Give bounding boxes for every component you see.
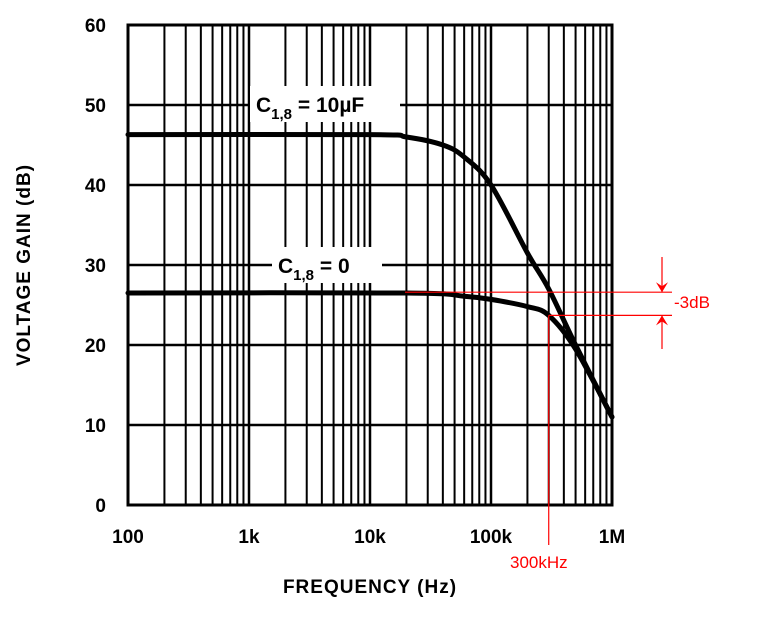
y-tick-label: 20 [85, 336, 106, 357]
y-tick-label: 50 [85, 96, 106, 117]
y-axis-label: VOLTAGE GAIN (dB) [14, 164, 35, 366]
y-tick-label: 60 [85, 16, 106, 37]
ticks: 100 1k 10k 100k 1M 0 10 20 30 40 50 60 [85, 16, 625, 548]
x-tick-label: 10k [354, 527, 386, 548]
series-curve-1 [125, 290, 615, 420]
x-axis-label: FREQUENCY (Hz) [283, 577, 457, 598]
series-label-bg [250, 86, 400, 122]
curves [125, 131, 615, 420]
series-curve-0 [125, 131, 615, 420]
x-tick-label: 100k [470, 527, 513, 548]
minus-3db-label: -3dB [674, 293, 710, 312]
arrow-up-icon [656, 315, 668, 326]
300khz-label: 300kHz [510, 553, 568, 572]
series-labels: C1,8 = 10µF C1,8 = 0 [250, 86, 400, 284]
y-tick-label: 40 [85, 176, 106, 197]
y-tick-label: 0 [95, 496, 106, 517]
series-label-0: C1,8 = 0 [278, 255, 350, 284]
y-tick-label: 30 [85, 256, 106, 277]
annotation-3db [405, 257, 672, 545]
arrow-down-icon [656, 282, 668, 293]
x-tick-label: 1M [599, 527, 625, 548]
y-tick-label: 10 [85, 416, 106, 437]
x-tick-label: 100 [112, 527, 144, 548]
x-tick-label: 1k [238, 527, 260, 548]
series-label-bg [272, 247, 382, 283]
plot-frame [126, 23, 614, 507]
series-label-10uf: C1,8 = 10µF [256, 94, 364, 123]
